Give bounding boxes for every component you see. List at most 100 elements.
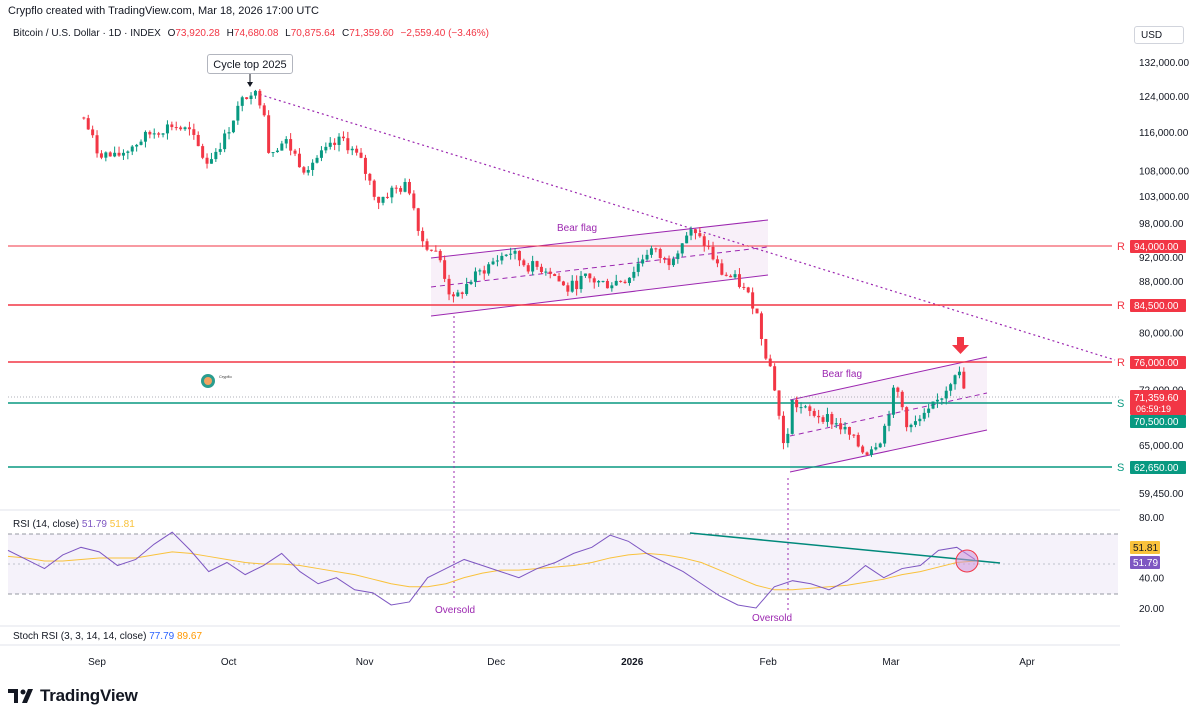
candle[interactable] <box>236 101 240 125</box>
candle[interactable] <box>843 422 847 434</box>
candle[interactable] <box>302 165 306 175</box>
bear-flag-1-upper[interactable] <box>430 219 769 259</box>
candlestick-series[interactable] <box>82 89 966 458</box>
candle[interactable] <box>544 268 548 276</box>
candle[interactable] <box>170 121 174 131</box>
candle[interactable] <box>214 148 218 162</box>
candle[interactable] <box>487 262 491 276</box>
candle[interactable] <box>385 192 389 199</box>
candle[interactable] <box>91 125 95 138</box>
rsi-ma-line[interactable] <box>7 551 976 591</box>
candle[interactable] <box>715 255 719 268</box>
candle[interactable] <box>636 257 640 277</box>
candle[interactable] <box>632 266 636 281</box>
candle[interactable] <box>86 114 90 130</box>
candle[interactable] <box>196 131 200 147</box>
candle[interactable] <box>883 423 887 447</box>
candle[interactable] <box>711 241 715 261</box>
candle[interactable] <box>940 398 944 405</box>
candle[interactable] <box>108 151 112 157</box>
candle[interactable] <box>812 408 816 418</box>
candle[interactable] <box>729 274 733 278</box>
candle[interactable] <box>227 127 231 140</box>
candle[interactable] <box>561 280 565 286</box>
candle[interactable] <box>935 393 939 408</box>
candle[interactable] <box>773 363 777 392</box>
candle[interactable] <box>720 259 724 276</box>
candle[interactable] <box>579 271 583 293</box>
tradingview-footer[interactable]: TradingView <box>8 684 138 708</box>
candle[interactable] <box>425 238 429 252</box>
candle[interactable] <box>839 418 843 435</box>
candle[interactable] <box>192 123 196 140</box>
candle[interactable] <box>623 279 627 284</box>
currency-selector[interactable]: USD <box>1134 26 1184 44</box>
candle[interactable] <box>328 137 332 150</box>
candle[interactable] <box>803 404 807 409</box>
candle[interactable] <box>315 155 319 164</box>
candle[interactable] <box>627 277 631 286</box>
candle[interactable] <box>733 270 737 279</box>
candle[interactable] <box>407 178 411 196</box>
candle[interactable] <box>605 278 609 289</box>
candle[interactable] <box>896 386 900 398</box>
candle[interactable] <box>909 423 913 433</box>
candle[interactable] <box>878 442 882 448</box>
candle[interactable] <box>447 274 451 301</box>
candle[interactable] <box>654 247 658 253</box>
candle[interactable] <box>390 185 394 204</box>
candle[interactable] <box>949 382 953 396</box>
candle[interactable] <box>676 250 680 264</box>
candle[interactable] <box>526 262 530 274</box>
candle[interactable] <box>267 110 271 154</box>
candle[interactable] <box>566 282 570 297</box>
candle[interactable] <box>223 129 227 153</box>
candle[interactable] <box>157 131 161 138</box>
candle[interactable] <box>931 401 935 410</box>
candle[interactable] <box>918 415 922 427</box>
candle[interactable] <box>821 415 825 424</box>
candle[interactable] <box>113 146 117 158</box>
candle[interactable] <box>337 133 341 152</box>
candle[interactable] <box>927 403 931 418</box>
candle[interactable] <box>922 408 926 422</box>
cycle-top-callout[interactable]: Cycle top 2025 <box>207 54 293 74</box>
candle[interactable] <box>553 273 557 277</box>
bear-flag-2-lower[interactable] <box>789 429 988 473</box>
candle[interactable] <box>174 121 178 131</box>
candle[interactable] <box>751 287 755 315</box>
candle[interactable] <box>95 130 99 158</box>
candle[interactable] <box>737 268 741 289</box>
candle[interactable] <box>865 451 869 456</box>
candle[interactable] <box>764 338 768 361</box>
candle[interactable] <box>856 432 860 448</box>
candle[interactable] <box>724 272 728 277</box>
candle[interactable] <box>869 446 873 458</box>
candle[interactable] <box>680 243 684 257</box>
rsi-trendline[interactable] <box>689 532 1001 564</box>
candle[interactable] <box>201 143 205 160</box>
candle[interactable] <box>117 146 121 157</box>
candle[interactable] <box>421 227 425 248</box>
candle[interactable] <box>614 274 618 286</box>
candle[interactable] <box>478 268 482 276</box>
candle[interactable] <box>610 282 614 292</box>
candle[interactable] <box>619 280 623 283</box>
candle[interactable] <box>570 275 574 293</box>
candle[interactable] <box>830 411 834 429</box>
candle[interactable] <box>152 128 156 139</box>
candle[interactable] <box>297 148 301 168</box>
candle[interactable] <box>702 233 706 252</box>
candle[interactable] <box>205 153 209 169</box>
candle[interactable] <box>495 255 499 267</box>
candle[interactable] <box>707 240 711 250</box>
candle[interactable] <box>649 245 653 258</box>
candle[interactable] <box>121 149 125 160</box>
candle[interactable] <box>575 275 579 296</box>
candle[interactable] <box>324 142 328 154</box>
candle[interactable] <box>179 125 183 131</box>
candle[interactable] <box>434 245 438 252</box>
candle[interactable] <box>671 256 675 267</box>
candle[interactable] <box>218 142 222 155</box>
